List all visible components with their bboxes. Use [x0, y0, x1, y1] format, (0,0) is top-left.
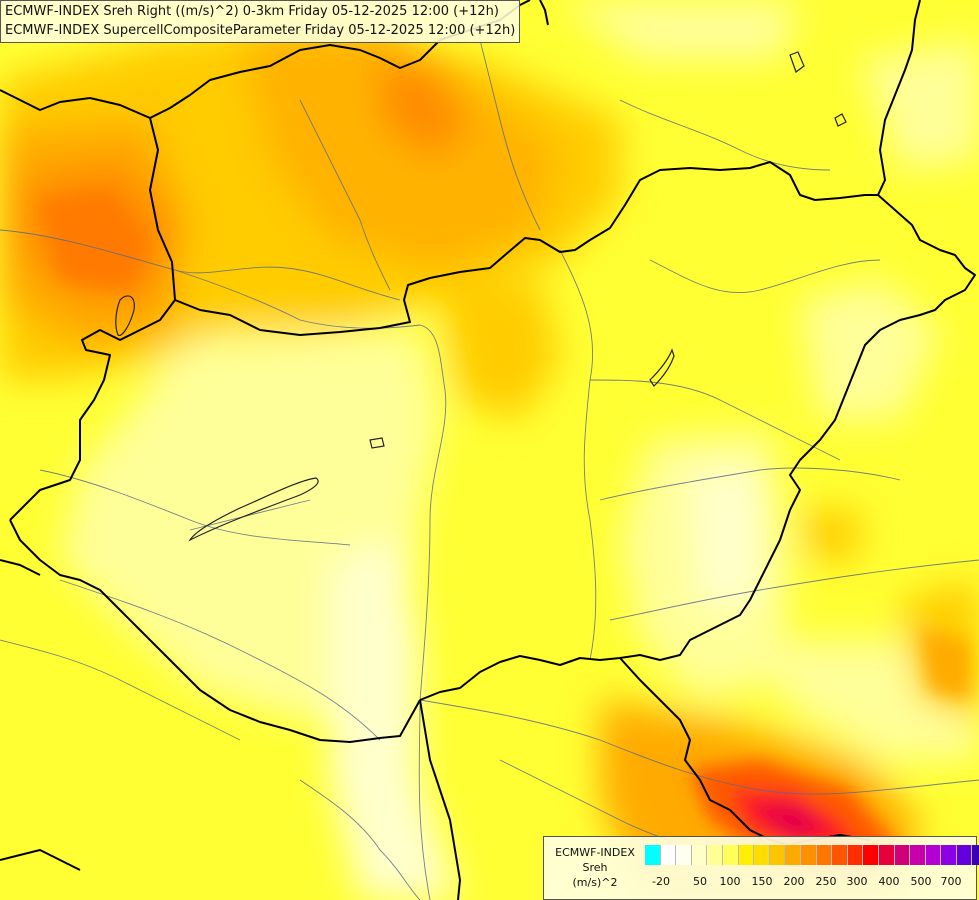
- legend-swatch: [816, 845, 833, 865]
- title-line-1: ECMWF-INDEX Sreh Right ((m/s)^2) 0-3km F…: [5, 4, 499, 19]
- legend-swatch: [894, 845, 911, 865]
- legend-swatch: [754, 845, 770, 865]
- legend-tick-label: 200: [783, 875, 805, 888]
- legend-tick-label: 100: [719, 875, 741, 888]
- legend-swatch: [645, 845, 661, 865]
- legend-title-line: Sreh: [582, 861, 608, 874]
- legend-title-line: ECMWF-INDEX: [555, 846, 635, 859]
- legend-swatch: [722, 845, 739, 865]
- legend-swatch: [941, 845, 957, 865]
- legend-title: ECMWF-INDEX Sreh (m/s)^2: [550, 845, 640, 890]
- legend-swatch: [847, 845, 864, 865]
- legend-swatch: [660, 845, 677, 865]
- legend-tick-label: -20: [652, 875, 670, 888]
- legend-tick-label: 250: [815, 875, 837, 888]
- map-title: ECMWF-INDEX Sreh Right ((m/s)^2) 0-3km F…: [0, 0, 521, 43]
- legend-swatch: [769, 845, 786, 865]
- legend-swatch: [832, 845, 848, 865]
- legend-swatch: [925, 845, 942, 865]
- legend-swatch: [676, 845, 692, 865]
- legend-swatch: [863, 845, 879, 865]
- legend-swatch: [972, 845, 979, 865]
- legend-tick-label: 50: [693, 875, 707, 888]
- legend-swatches: [645, 845, 979, 865]
- title-line-2: ECMWF-INDEX SupercellCompositeParameter …: [5, 23, 516, 38]
- legend-swatch: [707, 845, 723, 865]
- legend-tick-label: 150: [751, 875, 773, 888]
- legend-swatch: [956, 845, 973, 865]
- legend-tick-label: 400: [878, 875, 900, 888]
- legend-swatch: [910, 845, 926, 865]
- legend-ticks: -20 50 100 150 200 250 300 400 500 700: [645, 875, 972, 891]
- legend-tick-label: 300: [846, 875, 868, 888]
- color-legend: ECMWF-INDEX Sreh (m/s)^2 -20 50 100 150 200 2…: [543, 836, 979, 900]
- legend-title-line: (m/s)^2: [572, 876, 618, 889]
- legend-swatch: [738, 845, 755, 865]
- legend-tick-label: 500: [910, 875, 932, 888]
- legend-swatch: [878, 845, 895, 865]
- legend-tick-label: 700: [940, 875, 962, 888]
- legend-swatch: [800, 845, 817, 865]
- legend-swatch: [691, 845, 708, 865]
- legend-swatch: [785, 845, 801, 865]
- lakes: [115, 51, 847, 542]
